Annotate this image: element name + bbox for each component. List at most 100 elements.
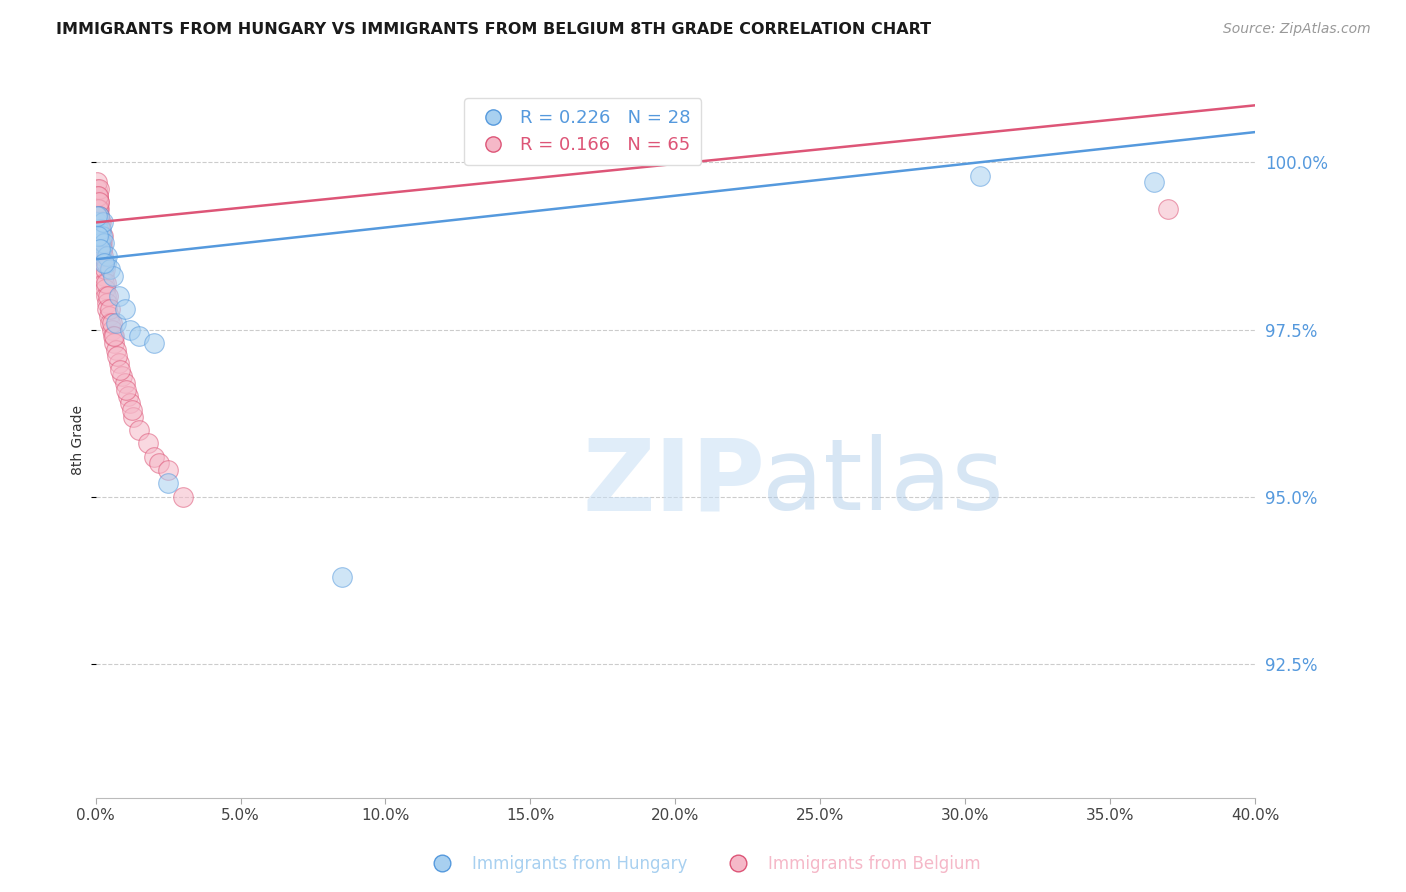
- Point: [87, 188, 110, 202]
- Text: IMMIGRANTS FROM HUNGARY VS IMMIGRANTS FROM BELGIUM 8TH GRADE CORRELATION CHART: IMMIGRANTS FROM HUNGARY VS IMMIGRANTS FR…: [56, 22, 931, 37]
- Point: [136, 436, 159, 450]
- Point: [89, 182, 111, 196]
- Point: [120, 322, 142, 336]
- Point: [91, 262, 114, 277]
- Point: [1142, 175, 1164, 189]
- Point: [87, 209, 110, 223]
- Point: [93, 268, 115, 283]
- Point: [87, 195, 110, 210]
- Text: atlas: atlas: [762, 434, 1004, 532]
- Point: [89, 242, 111, 256]
- Point: [330, 570, 353, 584]
- Point: [89, 228, 111, 243]
- Legend: Immigrants from Hungary, Immigrants from Belgium: Immigrants from Hungary, Immigrants from…: [419, 848, 987, 880]
- Point: [108, 289, 131, 303]
- Point: [90, 235, 112, 250]
- Point: [93, 249, 115, 263]
- Point: [100, 316, 122, 330]
- Point: [114, 302, 136, 317]
- Point: [89, 235, 111, 250]
- Point: [89, 209, 111, 223]
- Point: [91, 228, 114, 243]
- Point: [86, 188, 108, 202]
- Point: [91, 228, 114, 243]
- Point: [121, 402, 143, 417]
- Point: [97, 309, 120, 323]
- Point: [114, 376, 136, 390]
- Point: [86, 195, 108, 210]
- Point: [90, 235, 112, 250]
- Point: [94, 282, 117, 296]
- Point: [96, 302, 118, 317]
- Text: ZIP: ZIP: [582, 434, 765, 532]
- Point: [94, 255, 117, 269]
- Point: [103, 335, 125, 350]
- Point: [104, 316, 127, 330]
- Point: [91, 215, 114, 229]
- Point: [142, 450, 165, 464]
- Point: [89, 222, 111, 236]
- Point: [97, 289, 120, 303]
- Point: [93, 276, 115, 290]
- Point: [89, 202, 111, 216]
- Point: [89, 228, 111, 243]
- Point: [148, 457, 170, 471]
- Point: [120, 396, 142, 410]
- Point: [90, 242, 112, 256]
- Point: [969, 169, 991, 183]
- Point: [172, 490, 194, 504]
- Point: [115, 383, 138, 397]
- Point: [91, 242, 114, 256]
- Point: [87, 228, 110, 243]
- Point: [89, 215, 111, 229]
- Point: [101, 329, 124, 343]
- Point: [122, 409, 145, 424]
- Point: [128, 329, 150, 343]
- Point: [103, 329, 125, 343]
- Point: [87, 195, 110, 210]
- Legend: R = 0.226   N = 28, R = 0.166   N = 65: R = 0.226 N = 28, R = 0.166 N = 65: [464, 98, 702, 165]
- Point: [90, 222, 112, 236]
- Point: [90, 242, 112, 256]
- Point: [128, 423, 150, 437]
- Point: [94, 276, 117, 290]
- Point: [87, 202, 110, 216]
- Point: [111, 369, 134, 384]
- Point: [98, 316, 121, 330]
- Point: [98, 302, 121, 317]
- Point: [96, 295, 118, 310]
- Point: [86, 215, 108, 229]
- Point: [86, 209, 108, 223]
- Point: [94, 289, 117, 303]
- Point: [93, 235, 115, 250]
- Point: [89, 222, 111, 236]
- Point: [142, 335, 165, 350]
- Point: [157, 463, 180, 477]
- Point: [1157, 202, 1180, 216]
- Point: [90, 249, 112, 263]
- Point: [94, 262, 117, 277]
- Point: [87, 222, 110, 236]
- Point: [105, 349, 128, 363]
- Y-axis label: 8th Grade: 8th Grade: [72, 405, 86, 475]
- Point: [108, 356, 131, 370]
- Point: [90, 235, 112, 250]
- Point: [90, 242, 112, 256]
- Point: [86, 182, 108, 196]
- Point: [117, 389, 139, 403]
- Point: [101, 268, 124, 283]
- Point: [96, 249, 118, 263]
- Point: [91, 255, 114, 269]
- Point: [93, 255, 115, 269]
- Point: [86, 175, 108, 189]
- Point: [157, 476, 180, 491]
- Point: [90, 215, 112, 229]
- Point: [98, 262, 121, 277]
- Point: [104, 343, 127, 357]
- Point: [87, 209, 110, 223]
- Point: [87, 202, 110, 216]
- Point: [86, 188, 108, 202]
- Point: [110, 362, 132, 376]
- Text: Source: ZipAtlas.com: Source: ZipAtlas.com: [1223, 22, 1371, 37]
- Point: [100, 322, 122, 336]
